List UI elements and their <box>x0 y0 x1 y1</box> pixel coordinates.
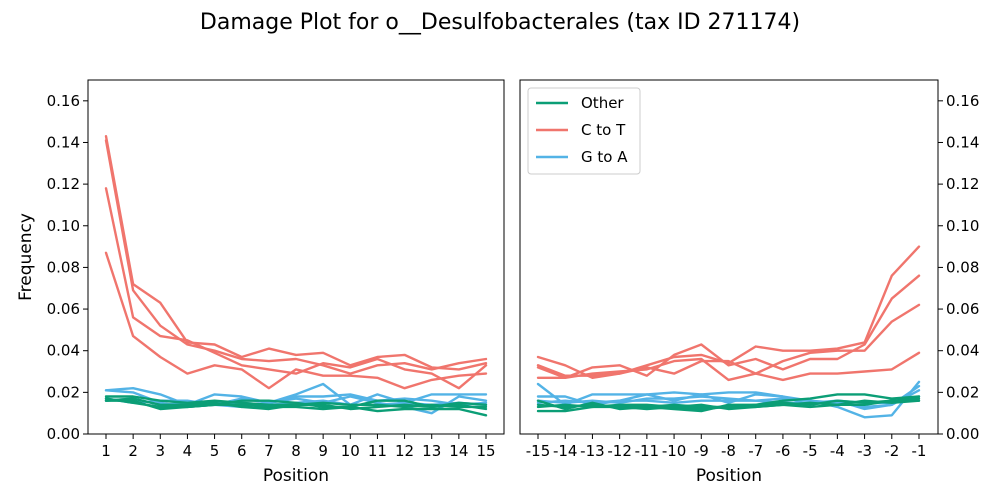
left-series-g-to-a-line <box>104 382 488 406</box>
right-series-other-line <box>536 397 921 411</box>
left-x-tick-label: 3 <box>156 442 166 460</box>
left-y-tick-label: 0.16 <box>47 92 80 110</box>
right-x-tick-label: -7 <box>748 442 763 460</box>
right-x-tick-label: -11 <box>635 442 660 460</box>
left-y-tick-label: 0.04 <box>47 342 80 360</box>
chart-title: Damage Plot for o__Desulfobacterales (ta… <box>200 10 800 35</box>
right-x-tick-label: -5 <box>803 442 818 460</box>
right-y-tick-label: 0.02 <box>946 383 979 401</box>
left-y-tick-label: 0.00 <box>47 425 80 443</box>
legend-label-g-to-a: G to A <box>581 148 628 166</box>
left-series-c-to-t-line <box>104 187 488 390</box>
left-x-tick-label: 10 <box>341 442 360 460</box>
left-y-tick-label: 0.12 <box>47 175 80 193</box>
legend-label-c-to-t: C to T <box>581 121 626 139</box>
right-x-tick-label: -8 <box>721 442 736 460</box>
right-y-ticks: 0.00 0.02 0.04 0.06 0.08 0.10 0.12 0.14 0.16 <box>938 92 979 443</box>
legend-box <box>527 87 641 175</box>
left-x-tick-label: 6 <box>237 442 247 460</box>
right-y-tick-label: 0.04 <box>946 342 979 360</box>
left-x-tick-label: 8 <box>291 442 301 460</box>
right-series-c-to-t-line <box>536 351 921 382</box>
right-series-g-to-a-line <box>536 380 921 419</box>
right-x-tick-label: -10 <box>662 442 687 460</box>
left-series-c-to-t-line <box>104 134 488 371</box>
right-series-layer <box>536 245 921 419</box>
right-x-tick-label: -15 <box>526 442 551 460</box>
right-y-tick-label: 0.06 <box>946 300 979 318</box>
left-x-tick-label: 11 <box>368 442 387 460</box>
right-y-tick-label: 0.08 <box>946 258 979 276</box>
right-y-tick-label: 0.10 <box>946 217 979 235</box>
right-x-tick-label: -9 <box>694 442 709 460</box>
right-series-c-to-t-line <box>536 303 921 377</box>
left-panel: 1 2 3 4 5 6 7 8 9 10 11 12 13 14 15 0.000.020.040.060.… <box>16 79 505 486</box>
left-x-tick-label: 1 <box>101 442 111 460</box>
left-x-tick-label: 15 <box>476 442 495 460</box>
left-x-tick-label: 12 <box>395 442 414 460</box>
legend: Other C to T G to A <box>527 87 641 175</box>
right-x-tick-label: -3 <box>857 442 872 460</box>
left-y-tick-label: 0.08 <box>47 258 80 276</box>
left-x-tick-label: 5 <box>210 442 220 460</box>
right-x-tick-label: -4 <box>830 442 845 460</box>
legend-label-other: Other <box>581 94 624 112</box>
right-y-tick-label: 0.00 <box>946 425 979 443</box>
right-x-tick-label: -6 <box>775 442 790 460</box>
right-x-ticks: -15 -14 -13 -12 -11 -10 -9 -8 -7 -6 -5 -4 -3 -2 -1 <box>526 434 927 460</box>
right-x-tick-label: -1 <box>912 442 927 460</box>
right-x-tick-label: -14 <box>553 442 578 460</box>
left-x-tick-label: 14 <box>449 442 468 460</box>
left-y-tick-label: 0.14 <box>47 133 80 151</box>
right-y-tick-label: 0.14 <box>946 133 979 151</box>
right-x-tick-label: -12 <box>607 442 632 460</box>
left-y-tick-label: 0.06 <box>47 300 80 318</box>
left-y-ticks: 0.00 0.02 0.04 0.06 0.08 0.10 0.12 0.14 0.16 <box>47 92 88 443</box>
left-series-other-line <box>104 397 488 417</box>
right-y-tick-label: 0.16 <box>946 92 979 110</box>
left-series-other-line <box>104 397 488 411</box>
left-x-axis-label: Position <box>263 466 329 486</box>
right-y-tick-label: 0.12 <box>946 175 979 193</box>
left-series-layer <box>104 134 488 417</box>
right-panel: -15 -14 -13 -12 -11 -10 -9 -8 -7 -6 -5 -4 -3 -2 -1 0.0… <box>519 79 979 486</box>
right-series-c-to-t-line <box>536 245 921 379</box>
left-series-c-to-t-line <box>104 251 488 390</box>
left-y-tick-label: 0.10 <box>47 217 80 235</box>
left-y-axis-label: Frequency <box>16 213 36 301</box>
right-x-tick-label: -2 <box>884 442 899 460</box>
left-series-other-line <box>104 399 488 411</box>
left-series-c-to-t-line <box>104 139 488 375</box>
right-x-tick-label: -13 <box>580 442 605 460</box>
right-series-c-to-t-line <box>536 274 921 379</box>
left-x-tick-label: 9 <box>318 442 328 460</box>
left-y-tick-label: 0.02 <box>47 383 80 401</box>
left-x-tick-label: 4 <box>183 442 193 460</box>
left-x-tick-label: 13 <box>422 442 441 460</box>
left-x-tick-label: 2 <box>128 442 138 460</box>
left-x-tick-label: 7 <box>264 442 274 460</box>
right-x-axis-label: Position <box>696 466 762 486</box>
left-x-ticks: 1 2 3 4 5 6 7 8 9 10 11 12 13 14 15 <box>101 434 496 460</box>
